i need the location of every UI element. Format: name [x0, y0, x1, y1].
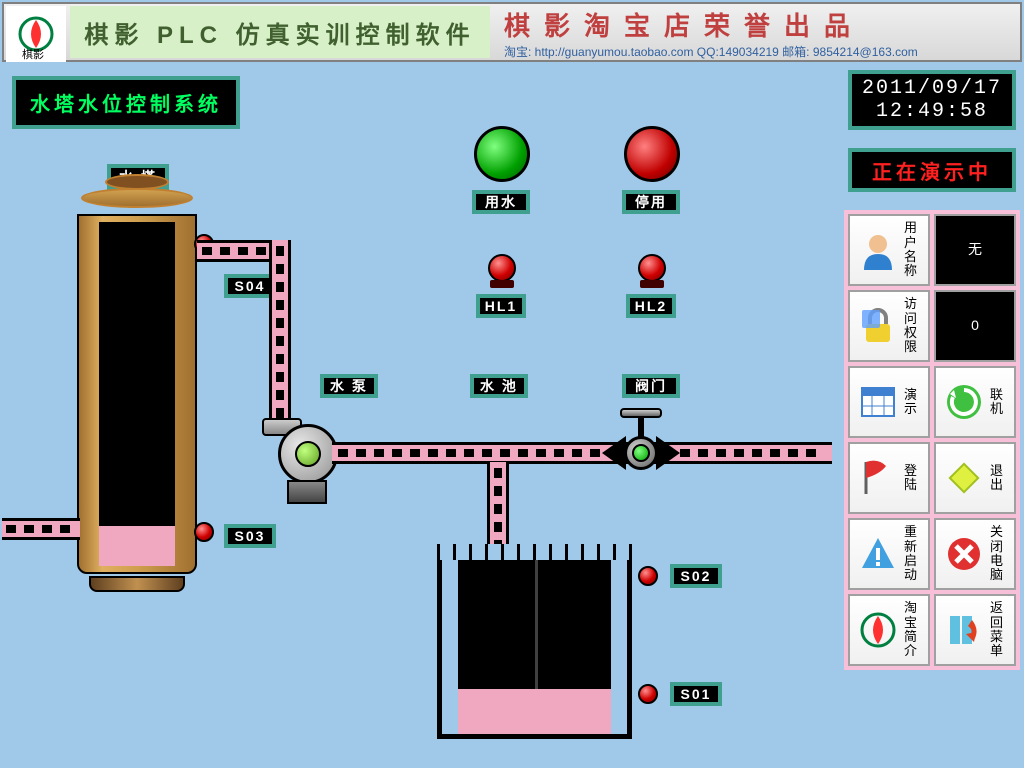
- lamp-hl2: [638, 254, 666, 282]
- connect-button[interactable]: 联机: [934, 366, 1016, 438]
- valve-label: 阀门: [622, 374, 680, 398]
- logo-small-icon: [858, 610, 898, 650]
- flag-icon: [858, 458, 898, 498]
- menu-button[interactable]: 返回菜单: [934, 594, 1016, 666]
- sensor-s01-label: S01: [670, 682, 722, 706]
- sidebar-buttons: 用户名称 无 访问权限 0 演示 联机 登陆 退出 重新启动: [844, 210, 1020, 670]
- lock-icon: [858, 306, 898, 346]
- app-title-left: 棋影 PLC 仿真实训控制软件: [70, 6, 490, 58]
- hl1-label: HL1: [476, 294, 526, 318]
- pool-label: 水 池: [470, 374, 528, 398]
- user-name-button[interactable]: 用户名称: [848, 214, 930, 286]
- app-header: 棋影 棋影 PLC 仿真实训控制软件 棋影淘宝店荣誉出品 淘宝: http://…: [2, 2, 1022, 62]
- sensor-s02-label: S02: [670, 564, 722, 588]
- warning-icon: [858, 534, 898, 574]
- access-button[interactable]: 访问权限: [848, 290, 930, 362]
- scada-diagram: 水塔水位控制系统 水 塔 S04 S03 水 泵 水 池 阀门: [2, 64, 840, 764]
- demo-button[interactable]: 演示: [848, 366, 930, 438]
- valve-indicator: [632, 444, 650, 462]
- system-title-box: 水塔水位控制系统: [12, 76, 240, 129]
- sensor-s01-dot: [638, 684, 658, 704]
- diamond-icon: [944, 458, 984, 498]
- stop-label: 停用: [622, 190, 680, 214]
- back-icon: [944, 610, 984, 650]
- hl2-label: HL2: [626, 294, 676, 318]
- login-button[interactable]: 登陆: [848, 442, 930, 514]
- water-pool: [437, 544, 632, 739]
- pump-base: [287, 480, 327, 504]
- user-name-value: 无: [934, 214, 1016, 286]
- clock-display: 2011/09/17 12:49:58: [848, 70, 1016, 130]
- about-button[interactable]: 淘宝简介: [848, 594, 930, 666]
- shutdown-button[interactable]: 关闭电脑: [934, 518, 1016, 590]
- valve-tri-r: [656, 436, 680, 470]
- pump-label: 水 泵: [320, 374, 378, 398]
- user-icon: [858, 230, 898, 270]
- close-icon: [944, 534, 984, 574]
- water-use-label: 用水: [472, 190, 530, 214]
- access-value: 0: [934, 290, 1016, 362]
- sensor-s02-dot: [638, 566, 658, 586]
- brand-text: 棋影淘宝店荣誉出品: [494, 6, 1018, 43]
- valve-tri-l: [602, 436, 626, 470]
- logo-text: 棋影: [22, 46, 44, 62]
- sensor-s03-label: S03: [224, 524, 276, 548]
- refresh-icon: [944, 382, 984, 422]
- app-title-right: 棋影淘宝店荣誉出品 淘宝: http://guanyumou.taobao.co…: [494, 6, 1018, 58]
- valve-handle[interactable]: [620, 408, 662, 418]
- pool-top-hatch: [437, 544, 632, 560]
- contact-text: 淘宝: http://guanyumou.taobao.com QQ:14903…: [494, 43, 1018, 60]
- pump-rotor: [295, 441, 321, 467]
- restart-button[interactable]: 重新启动: [848, 518, 930, 590]
- lamp-hl1: [488, 254, 516, 282]
- clock-date: 2011/09/17: [862, 77, 1002, 100]
- sensor-s03-dot: [194, 522, 214, 542]
- clock-time: 12:49:58: [876, 100, 988, 123]
- sidebar: 2011/09/17 12:49:58 正在演示中 用户名称 无 访问权限 0 …: [842, 64, 1022, 764]
- water-use-button[interactable]: [474, 126, 530, 182]
- table-icon: [858, 382, 898, 422]
- stop-button[interactable]: [624, 126, 680, 182]
- status-display: 正在演示中: [848, 148, 1016, 192]
- water-tower: [77, 204, 197, 599]
- exit-button[interactable]: 退出: [934, 442, 1016, 514]
